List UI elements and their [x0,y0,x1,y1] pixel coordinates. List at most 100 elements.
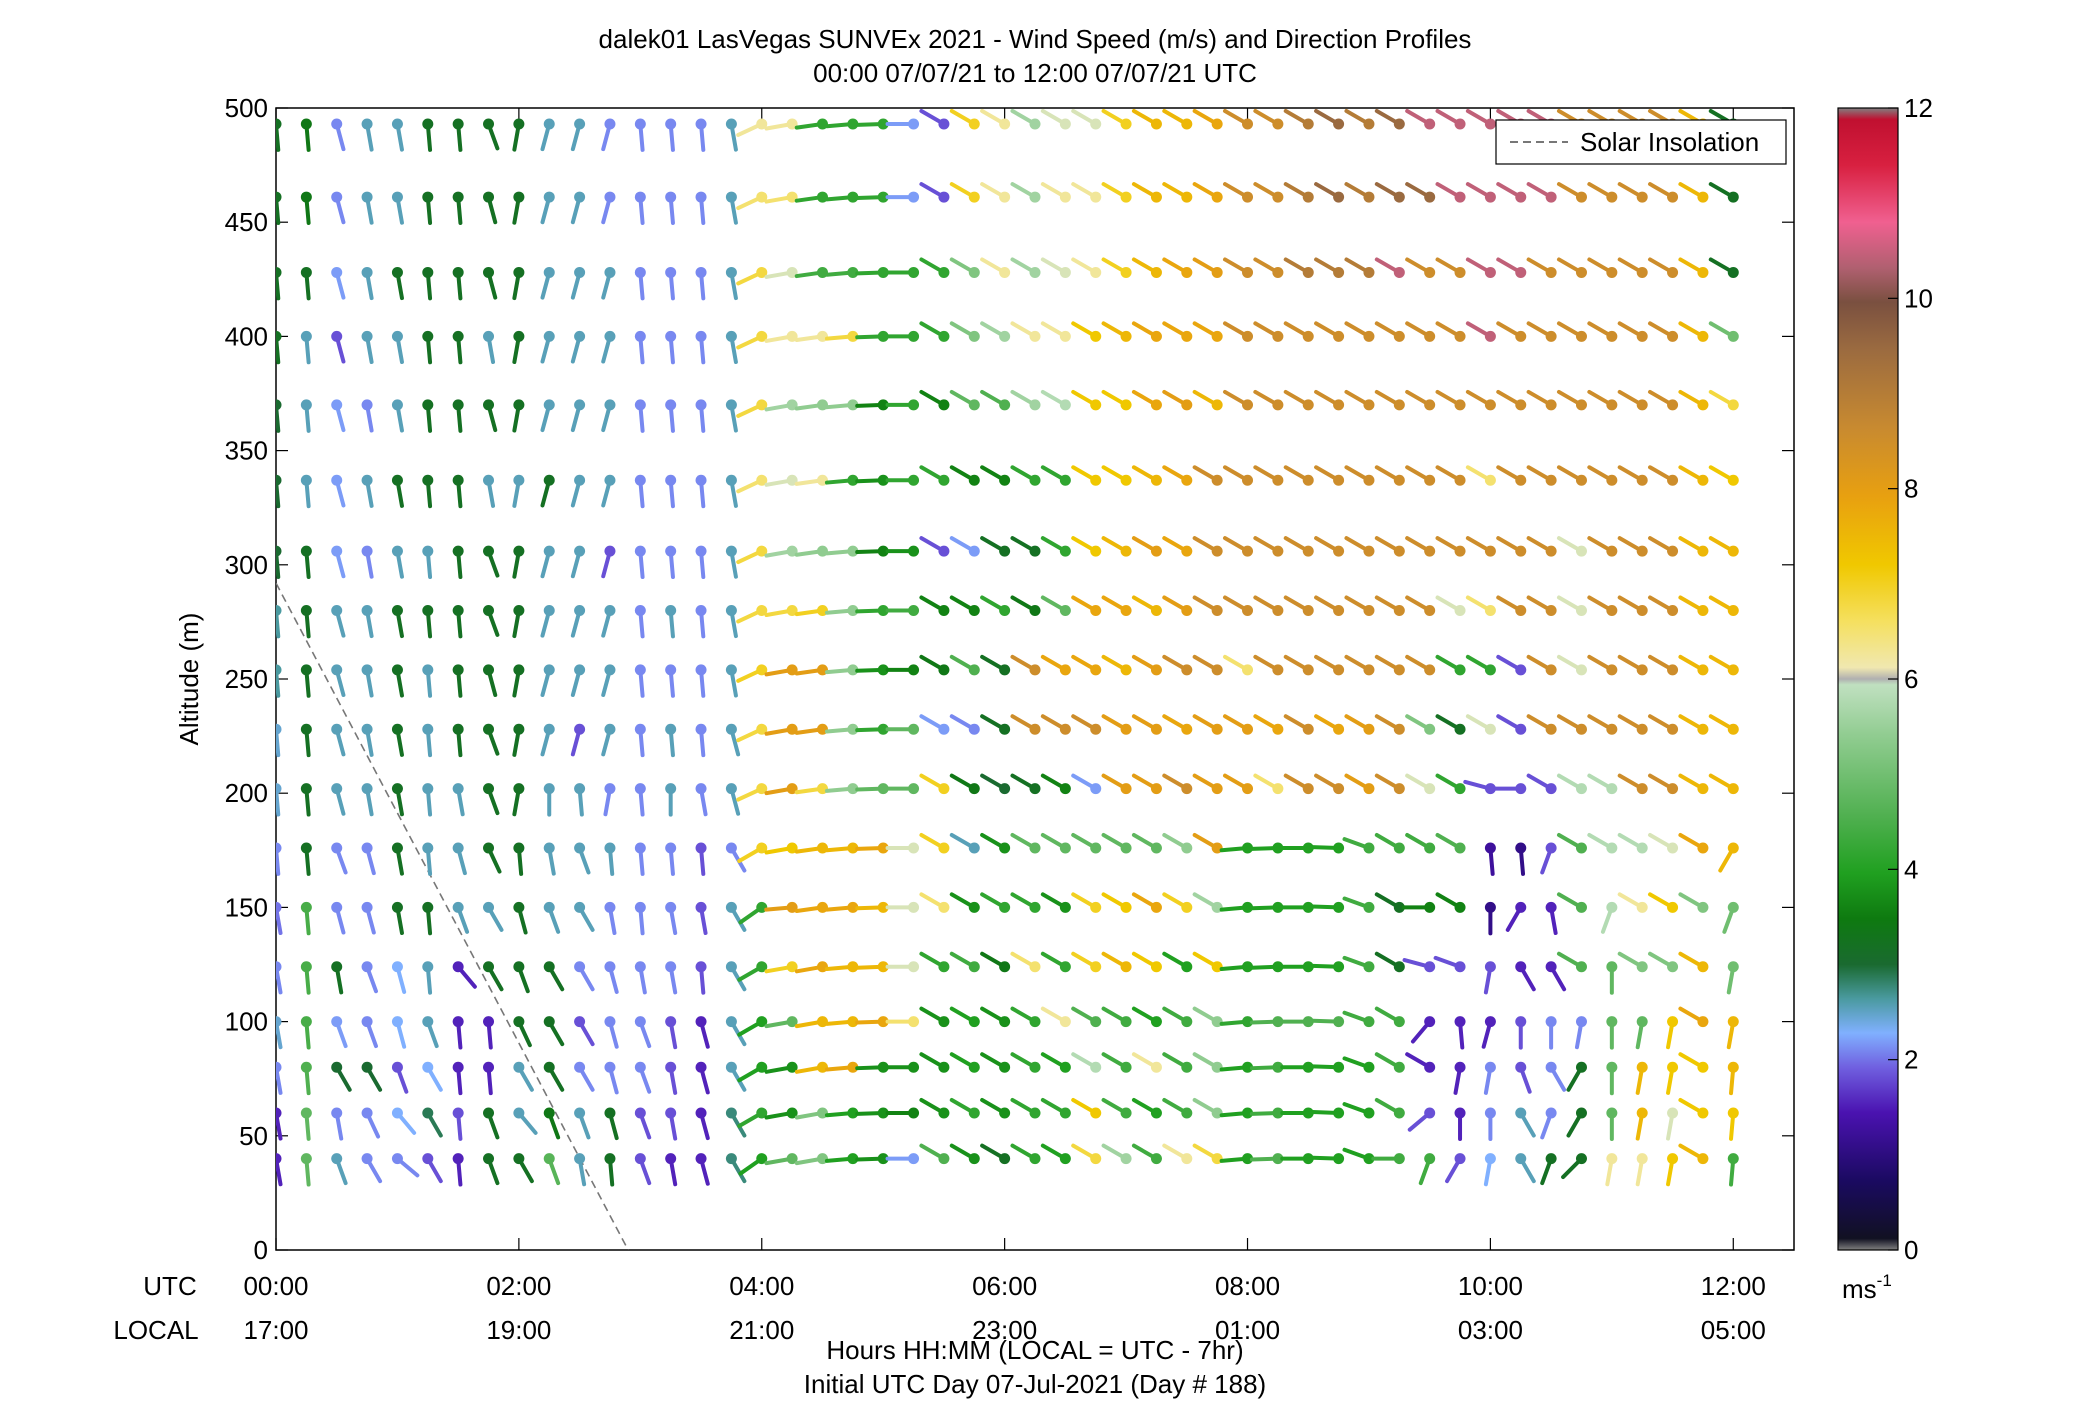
wind-glyph-head [725,1153,737,1165]
wind-glyph-head [604,1016,616,1028]
wind-glyph [1405,654,1436,676]
wind-glyph-head [847,664,859,676]
wind-glyph [885,1153,920,1165]
wind-glyph-head [1029,783,1041,795]
wind-glyph [1280,1016,1314,1028]
wind-glyph [1283,108,1314,130]
wind-glyph [1435,714,1466,735]
wind-glyph [422,399,434,433]
wind-glyph [1314,257,1345,278]
wind-glyph-head [300,474,312,486]
wind-glyph [1374,892,1405,913]
wind-glyph [736,545,768,565]
wind-glyph [1484,1107,1496,1141]
wind-glyph-head [999,901,1011,913]
wind-glyph [300,545,312,579]
wind-glyph [1314,389,1345,411]
wind-glyph-head [1484,266,1496,278]
wind-glyph-head [1545,474,1557,486]
y-axis-label: Altitude (m) [174,613,204,746]
wind-glyph-head [604,842,616,854]
wind-glyph-head [1120,961,1132,973]
wind-glyph [1040,465,1071,486]
wind-glyph [1280,1153,1314,1165]
wind-glyph-head [1363,1061,1375,1073]
wind-glyph-head [1545,961,1557,973]
wind-glyph-head [999,1153,1011,1165]
wind-glyph-head [1575,266,1587,278]
wind-glyph-head [665,1061,677,1073]
wind-glyph [1556,321,1587,342]
wind-glyph [737,1016,768,1037]
wind-glyph-head [1667,664,1679,676]
wind-glyph-head [1242,604,1254,616]
wind-glyph [824,664,859,676]
wind-glyph-head [1333,330,1345,342]
wind-glyph [855,118,889,130]
wind-glyph-head [483,1016,495,1028]
wind-glyph-head [1029,901,1041,913]
wind-glyph-head [1424,545,1436,557]
wind-glyph-head [908,118,920,130]
wind-glyph-head [968,901,980,913]
wind-glyph-head [756,1107,768,1119]
wind-glyph-head [847,783,859,795]
wind-glyph-head [276,723,282,735]
wind-glyph-head [1242,191,1254,203]
wind-glyph-head [1059,266,1071,278]
wind-glyph-head [999,604,1011,616]
wind-glyph [1405,536,1436,557]
wind-glyph [1540,1107,1557,1140]
wind-glyph-head [725,1016,737,1028]
wind-glyph-head [513,1107,525,1119]
wind-glyph-head [1697,842,1709,854]
wind-glyph-head [1606,1107,1618,1119]
wind-glyph [483,783,500,816]
wind-glyph [513,961,530,994]
wind-glyph-head [756,266,768,278]
wind-glyph-head [725,266,737,278]
wind-glyph-head [452,961,464,973]
wind-glyph [1219,961,1254,973]
wind-glyph-head [1727,783,1739,795]
wind-glyph-head [1667,1016,1679,1028]
wind-glyph [1314,536,1345,557]
wind-glyph [919,1143,950,1165]
wind-glyph-head [1545,723,1557,735]
wind-glyph [665,961,678,995]
wind-glyph [764,1061,798,1074]
wind-glyph [331,1061,352,1092]
wind-glyph [574,901,595,932]
wind-glyph-head [999,474,1011,486]
wind-glyph-head [634,266,646,278]
wind-glyph-head [634,399,646,411]
wind-glyph [1192,257,1223,278]
wind-glyph [949,951,980,973]
wind-glyph-head [543,901,555,913]
wind-glyph [885,842,920,854]
wind-glyph-head [847,961,859,973]
wind-glyph [725,545,738,579]
wind-glyph [452,1107,464,1141]
wind-glyph-head [1545,783,1557,795]
wind-glyph [331,330,346,364]
wind-glyph-head [1393,118,1405,130]
wind-glyph [543,1107,561,1140]
wind-glyph-head [1120,399,1132,411]
wind-glyph [361,1153,383,1184]
wind-glyph [1344,654,1375,676]
wind-glyph [391,545,404,579]
wind-glyph-head [1302,545,1314,557]
wind-glyph [1249,1107,1284,1119]
wind-glyph-head [1424,118,1436,130]
wind-glyph [1253,773,1284,795]
wind-glyph-head [1697,1016,1709,1028]
wind-glyph-head [1302,842,1314,854]
wind-glyph [1101,1006,1132,1028]
wind-glyph [1280,842,1314,854]
wind-glyph [855,1107,889,1119]
x-tick-label-utc: 06:00 [972,1271,1037,1301]
wind-glyph [885,961,920,973]
wind-glyph-head [1424,664,1436,676]
wind-glyph-head [999,1061,1011,1073]
